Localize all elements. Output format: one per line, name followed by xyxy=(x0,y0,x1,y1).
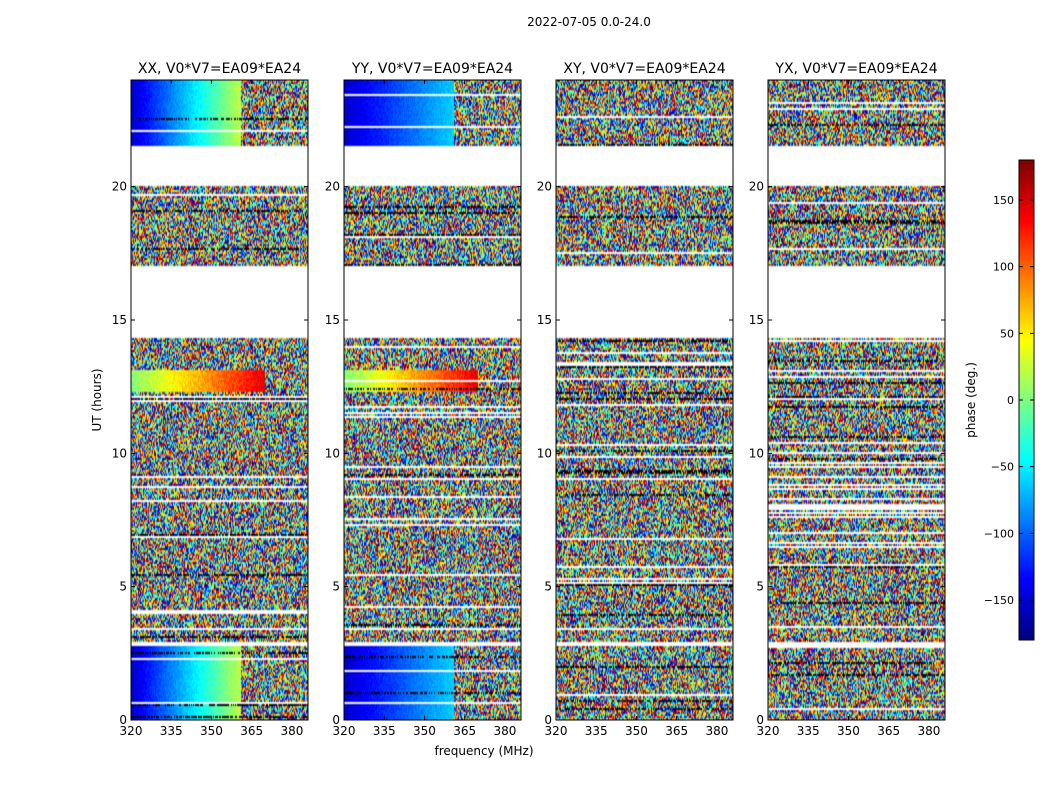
heatmap-image xyxy=(131,80,308,720)
colorbar-tick-label: −50 xyxy=(991,461,1014,474)
colorbar: 150 100 50 0 −50 −100 −150 xyxy=(984,159,1035,641)
panel-title: YX, V0*V7=EA09*EA24 xyxy=(774,61,937,77)
panel-frame xyxy=(767,79,946,721)
y-tick-label: 0 xyxy=(119,713,127,727)
heatmap-image xyxy=(344,80,521,720)
panel-1: XX, V0*V7=EA09*EA24 320 335 350 365 380 0 5 10 15… xyxy=(112,61,309,738)
x-tick-label: 380 xyxy=(705,724,728,738)
y-tick-label: 10 xyxy=(325,446,340,460)
colorbar-gradient xyxy=(1019,160,1034,640)
colorbar-tick-label: 0 xyxy=(1007,394,1014,407)
x-tick-label: 320 xyxy=(120,724,143,738)
x-tick-label: 320 xyxy=(333,724,356,738)
y-tick-label: 20 xyxy=(537,180,552,194)
y-tick-label: 10 xyxy=(537,446,552,460)
y-tick-label: 15 xyxy=(537,313,552,327)
y-tick-label: 5 xyxy=(332,580,340,594)
x-tick-label: 350 xyxy=(837,724,860,738)
colorbar-tick-label: −100 xyxy=(984,527,1014,540)
x-tick-label: 365 xyxy=(665,724,688,738)
y-tick-label: 10 xyxy=(749,446,764,460)
x-tick-label: 335 xyxy=(160,724,183,738)
y-axis-label: UT (hours) xyxy=(90,368,104,431)
x-tick-label: 335 xyxy=(373,724,396,738)
colorbar-tick-label: 150 xyxy=(993,194,1014,207)
x-tick-label: 380 xyxy=(280,724,303,738)
y-tick-label: 20 xyxy=(112,180,127,194)
panel-frame xyxy=(555,79,734,721)
heatmap-image xyxy=(556,80,733,720)
panel-4: YX, V0*V7=EA09*EA24 320 335 350 365 380 0 5 10 15… xyxy=(749,61,946,738)
x-tick-label: 380 xyxy=(493,724,516,738)
y-tick-label: 5 xyxy=(119,580,127,594)
y-tick-label: 0 xyxy=(332,713,340,727)
panel-title: XY, V0*V7=EA09*EA24 xyxy=(563,61,725,77)
colorbar-tick-label: −150 xyxy=(984,594,1014,607)
x-tick-label: 350 xyxy=(200,724,223,738)
x-tick-label: 365 xyxy=(877,724,900,738)
x-tick-label: 335 xyxy=(585,724,608,738)
y-tick-label: 15 xyxy=(325,313,340,327)
panel-frame xyxy=(130,79,309,721)
y-tick-label: 15 xyxy=(749,313,764,327)
panel-title: XX, V0*V7=EA09*EA24 xyxy=(138,61,301,77)
panel-frame xyxy=(343,79,522,721)
y-tick-label: 20 xyxy=(749,180,764,194)
y-tick-label: 0 xyxy=(544,713,552,727)
y-tick-label: 20 xyxy=(325,180,340,194)
panel-3: XY, V0*V7=EA09*EA24 320 335 350 365 380 0 5 10 15… xyxy=(537,61,734,738)
x-tick-label: 365 xyxy=(240,724,263,738)
colorbar-label: phase (deg.) xyxy=(964,362,978,438)
panels-layer: XX, V0*V7=EA09*EA24 320 335 350 365 380 0 5 10 15… xyxy=(112,61,946,738)
figure-title: 2022-07-05 0.0-24.0 xyxy=(527,15,651,29)
x-tick-label: 350 xyxy=(413,724,436,738)
x-tick-label: 365 xyxy=(453,724,476,738)
x-tick-label: 335 xyxy=(797,724,820,738)
x-tick-label: 320 xyxy=(757,724,780,738)
y-tick-label: 5 xyxy=(756,580,764,594)
y-tick-label: 10 xyxy=(112,446,127,460)
colorbar-tick-label: 100 xyxy=(993,261,1014,274)
y-tick-label: 15 xyxy=(112,313,127,327)
x-tick-label: 320 xyxy=(545,724,568,738)
x-tick-label: 350 xyxy=(625,724,648,738)
panel-2: YY, V0*V7=EA09*EA24 320 335 350 365 380 0 5 10 15… xyxy=(325,61,522,738)
y-tick-label: 5 xyxy=(544,580,552,594)
x-tick-label: 380 xyxy=(917,724,940,738)
y-tick-label: 0 xyxy=(756,713,764,727)
heatmap-image xyxy=(768,80,945,720)
colorbar-tick-label: 50 xyxy=(1000,327,1014,340)
x-axis-label: frequency (MHz) xyxy=(434,744,533,758)
panel-title: YY, V0*V7=EA09*EA24 xyxy=(351,61,513,77)
